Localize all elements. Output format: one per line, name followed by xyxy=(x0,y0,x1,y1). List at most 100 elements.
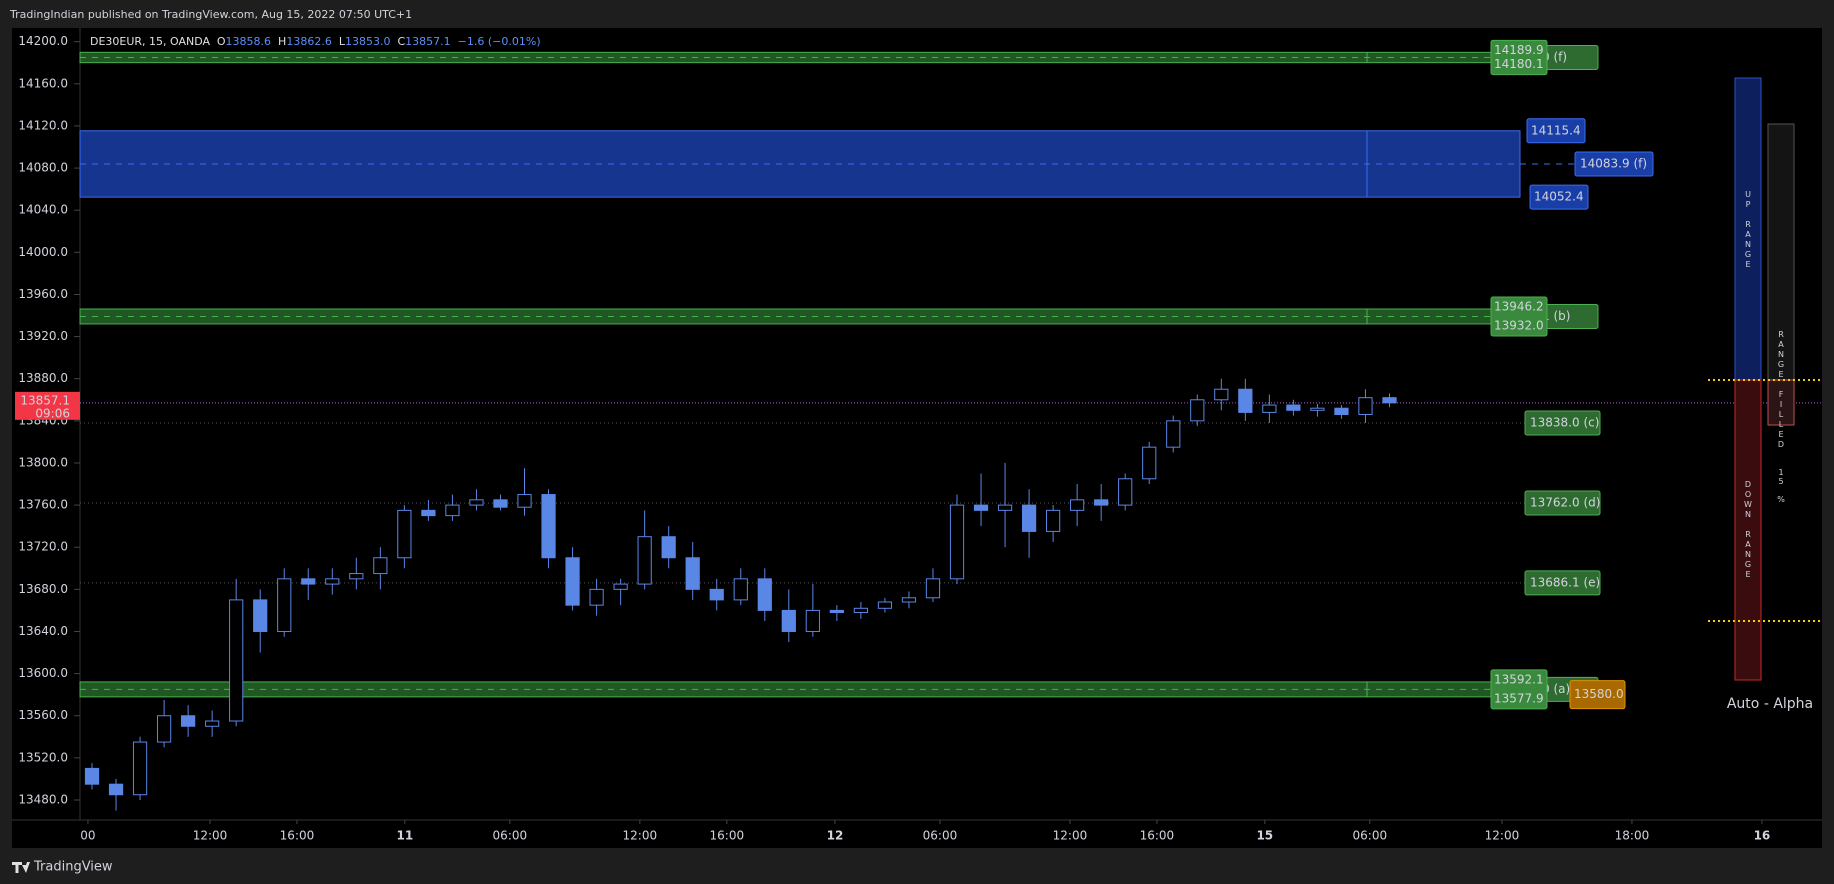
legend-key: L xyxy=(339,35,346,48)
candle-body xyxy=(1142,446,1157,480)
candle-body xyxy=(229,599,244,722)
candle-body xyxy=(1262,404,1277,413)
brand-logo xyxy=(12,862,30,873)
candle-body xyxy=(1190,399,1205,422)
y-tick-label: 13760.0 xyxy=(18,498,68,512)
candle-body xyxy=(805,609,820,632)
filled-label: RANGE FILLED xyxy=(1777,330,1786,450)
candle-body xyxy=(205,720,220,727)
x-tick-label: 00 xyxy=(80,829,95,843)
candle-body xyxy=(685,557,700,590)
x-tick-label: 12 xyxy=(827,829,844,843)
candle-body xyxy=(589,588,604,606)
candle-body xyxy=(373,557,388,575)
candle-body xyxy=(421,509,436,517)
candle-body xyxy=(637,536,652,585)
zone-label-box xyxy=(1529,184,1589,210)
candle-body xyxy=(1021,504,1037,532)
zone-label-box xyxy=(1574,151,1654,177)
y-tick-label: 13560.0 xyxy=(18,708,68,722)
y-tick-label: 13920.0 xyxy=(18,329,68,343)
filled-percent: 15 % xyxy=(1776,468,1785,504)
legend-symbol: DE30EUR, 15, OANDA xyxy=(90,35,211,48)
zone-bottom-label: 14180.1 xyxy=(1494,57,1544,71)
candle-body xyxy=(493,499,508,508)
candle-body xyxy=(1046,509,1061,532)
candle-body xyxy=(661,536,676,559)
x-tick-label: 16 xyxy=(1754,829,1771,843)
x-tick-label: 11 xyxy=(397,829,414,843)
y-tick-label: 14200.0 xyxy=(18,34,68,48)
zone-top-label: 14189.9 xyxy=(1494,43,1544,57)
current-price-box xyxy=(15,391,80,420)
legend-key: C xyxy=(397,35,405,48)
candle-body xyxy=(877,601,893,609)
y-tick-label: 13640.0 xyxy=(18,624,68,638)
x-tick-label: 18:00 xyxy=(1615,829,1650,843)
up-range-bar xyxy=(1734,77,1762,381)
level-box xyxy=(1524,410,1601,436)
candle-body xyxy=(325,578,340,585)
candle-body xyxy=(1334,407,1349,416)
candle-body xyxy=(1358,397,1373,416)
candle-body xyxy=(301,578,316,585)
y-tick-label: 14000.0 xyxy=(18,245,68,259)
y-tick-label: 13680.0 xyxy=(18,582,68,596)
range-panel: UP RANGE DOWN RANGE RANGE FILLED 15 % Au… xyxy=(1708,77,1822,712)
candle-body xyxy=(565,557,580,606)
x-tick-label: 16:00 xyxy=(280,829,315,843)
target-box xyxy=(1569,680,1626,710)
candle-body xyxy=(1382,397,1397,404)
candle-body xyxy=(949,504,965,580)
candle-body xyxy=(469,499,484,506)
x-tick-label: 06:00 xyxy=(493,829,528,843)
candle-body xyxy=(253,599,268,632)
published-note: TradingIndian published on TradingView.c… xyxy=(9,8,412,21)
y-tick-label: 13720.0 xyxy=(18,540,68,554)
level-label: 13762.0 (d) xyxy=(1530,495,1600,509)
candle-body xyxy=(1214,388,1229,401)
filled-part xyxy=(1767,379,1795,426)
zone-bottom-label: 14052.4 xyxy=(1534,190,1584,204)
zone-bottom-label: 13577.9 xyxy=(1494,691,1544,705)
candle-body xyxy=(1238,388,1253,413)
candle-body xyxy=(901,597,917,603)
candle-body xyxy=(781,609,796,632)
level-label: 13838.0 (c) xyxy=(1530,415,1599,429)
legend-key: H xyxy=(278,35,286,48)
filled-bar xyxy=(1767,123,1795,426)
candle-body xyxy=(757,578,772,611)
y-tick-label: 13480.0 xyxy=(18,792,68,806)
level-box xyxy=(1524,490,1601,516)
candle-body xyxy=(709,588,724,601)
x-tick-label: 16:00 xyxy=(1140,829,1175,843)
candle-body xyxy=(1310,407,1325,411)
countdown-label: 09:06 xyxy=(35,406,70,420)
legend-value: 13853.0 xyxy=(345,35,391,48)
legend-value: 13857.1 xyxy=(405,35,451,48)
candle-body xyxy=(108,783,124,796)
brand: TradingView xyxy=(33,860,113,875)
candle-body xyxy=(973,504,989,511)
x-tick-label: 06:00 xyxy=(923,829,958,843)
y-tick-label: 14040.0 xyxy=(18,203,68,217)
candle-body xyxy=(156,715,172,743)
candle-body xyxy=(1070,499,1085,511)
x-tick-label: 15 xyxy=(1256,829,1273,843)
down-range-label: DOWN RANGE xyxy=(1743,480,1752,580)
candle-body xyxy=(445,504,460,517)
legend-value: 13858.6 xyxy=(226,35,272,48)
candle-body xyxy=(84,767,100,785)
candle-body xyxy=(733,578,748,601)
y-tick-label: 13800.0 xyxy=(18,455,68,469)
candle-body xyxy=(925,578,941,599)
candle-body xyxy=(397,509,412,559)
x-tick-label: 06:00 xyxy=(1353,829,1388,843)
y-tick-label: 13960.0 xyxy=(18,287,68,301)
zone-label-box xyxy=(1490,296,1548,337)
candle-body xyxy=(1118,478,1133,506)
zone-label-box xyxy=(1490,39,1548,76)
y-tick-label: 13520.0 xyxy=(18,750,68,764)
candle-body xyxy=(541,494,556,559)
